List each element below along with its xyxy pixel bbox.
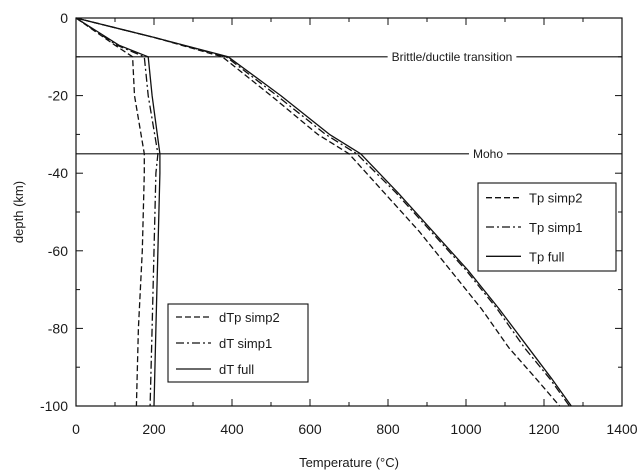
legend-label: dTp simp2: [219, 310, 280, 325]
legends: Tp simp2 Tp simp1 Tp full dTp simp2 dT simp1…: [167, 182, 617, 383]
x-tick-label: 1400: [606, 421, 637, 437]
annotation-label: Brittle/ductile transition: [392, 50, 513, 64]
y-tick-label: -20: [48, 88, 68, 104]
x-tick-label: 1200: [528, 421, 559, 437]
series-line: [75, 17, 572, 407]
y-tick-label: -80: [48, 320, 68, 336]
y-tick-label: -100: [40, 398, 68, 414]
series-layer: [75, 17, 572, 407]
y-tick-label: -60: [48, 243, 68, 259]
series-line: [75, 17, 159, 407]
legend-label: Tp simp2: [529, 191, 582, 206]
series-line: [75, 17, 161, 407]
y-tick-label: -40: [48, 165, 68, 181]
y-tick-label: 0: [60, 10, 68, 26]
x-tick-label: 600: [298, 421, 322, 437]
x-tick-label: 400: [220, 421, 244, 437]
x-tick-label: 200: [142, 421, 166, 437]
annotations: Brittle/ductile transition Moho: [392, 50, 513, 161]
axis-ticks: 0 200 400 600 800 1000 1200 1400 0 -20 -40 -60 -80 -1…: [40, 10, 638, 437]
reference-lines: [76, 56, 622, 155]
x-tick-label: 1000: [450, 421, 481, 437]
y-axis-label: depth (km): [11, 181, 26, 243]
legend-label: Tp full: [529, 249, 565, 264]
x-axis-label: Temperature (°C): [299, 455, 399, 470]
legend-label: dT full: [219, 362, 254, 377]
series-line: [75, 17, 561, 407]
x-tick-label: 0: [72, 421, 80, 437]
x-tick-label: 800: [376, 421, 400, 437]
series-line: [75, 17, 145, 407]
annotation-label: Moho: [473, 147, 503, 161]
legend-label: dT simp1: [219, 336, 272, 351]
legend-label: Tp simp1: [529, 220, 582, 235]
